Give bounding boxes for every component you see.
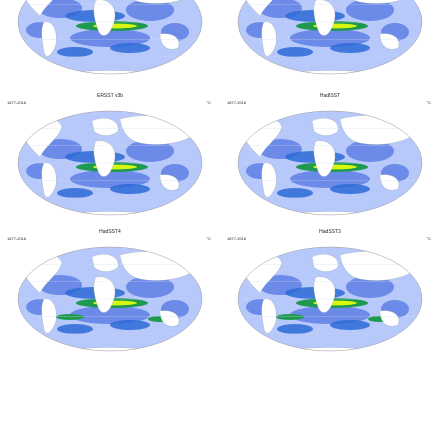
anomaly-region bbox=[290, 306, 370, 324]
map-outline bbox=[17, 246, 203, 352]
landmass bbox=[159, 33, 180, 50]
landmass bbox=[119, 0, 199, 4]
ocean-anomaly-map bbox=[237, 246, 423, 352]
anomaly-region bbox=[330, 184, 370, 194]
landmass bbox=[313, 140, 336, 177]
anomaly-region bbox=[110, 320, 150, 330]
map-content bbox=[18, 247, 202, 351]
panel-title: HadSST3 bbox=[319, 229, 341, 235]
panel-period-label: 1877-2016 bbox=[7, 236, 27, 241]
anomaly-region bbox=[70, 29, 150, 47]
landmass bbox=[259, 70, 401, 74]
anomaly-region bbox=[57, 47, 93, 57]
map-content bbox=[238, 111, 422, 215]
anomaly-region bbox=[290, 170, 370, 188]
anomaly-region bbox=[346, 140, 394, 162]
landmass bbox=[41, 21, 57, 57]
panel-title: HadSST4 bbox=[99, 229, 121, 235]
anomaly-region bbox=[57, 188, 93, 198]
ocean-anomaly-map bbox=[17, 246, 203, 352]
landmass bbox=[41, 162, 57, 198]
anomaly-region bbox=[277, 324, 313, 334]
landmass bbox=[261, 298, 277, 334]
landmass bbox=[159, 174, 180, 191]
anomaly-region bbox=[70, 306, 150, 324]
anomaly-region bbox=[277, 47, 313, 57]
panel-unit-label: °C bbox=[206, 100, 212, 105]
ocean-anomaly-map bbox=[17, 0, 203, 75]
anomaly-region bbox=[126, 140, 174, 162]
anomaly-region bbox=[126, 0, 174, 21]
map-content bbox=[238, 247, 422, 351]
southern-band bbox=[276, 314, 304, 320]
landmass bbox=[379, 310, 400, 327]
panel-title: ERSST v3b bbox=[96, 93, 124, 99]
landmass bbox=[261, 162, 277, 198]
landmass bbox=[379, 33, 400, 50]
panel-period-label: 1877-2016 bbox=[227, 236, 247, 241]
map-content bbox=[238, 0, 422, 74]
anomaly-region bbox=[110, 43, 150, 53]
anomaly-region bbox=[346, 276, 394, 298]
landmass bbox=[18, 0, 63, 17]
landmass bbox=[339, 0, 419, 4]
panel-unit-label: °C bbox=[206, 236, 212, 241]
landmass bbox=[91, 118, 119, 136]
landmass bbox=[311, 254, 339, 272]
anomaly-region bbox=[110, 184, 150, 194]
landmass bbox=[39, 347, 181, 351]
landmass bbox=[159, 310, 180, 327]
landmass bbox=[93, 276, 116, 313]
anomaly-region bbox=[126, 276, 174, 298]
panel-unit-label: °C bbox=[426, 236, 432, 241]
panel-period-label: 1877-2016 bbox=[7, 100, 27, 105]
landmass bbox=[91, 254, 119, 272]
landmass bbox=[39, 70, 181, 74]
landmass bbox=[41, 298, 57, 334]
map-outline bbox=[17, 110, 203, 216]
map-panel-hadsst4: HadSST4 1877-2016 °C bbox=[0, 229, 220, 369]
landmass bbox=[259, 211, 401, 215]
landmass bbox=[313, 0, 336, 36]
landmass bbox=[311, 118, 339, 136]
ocean-anomaly-map bbox=[237, 110, 423, 216]
anomaly-region bbox=[57, 324, 93, 334]
southern-band bbox=[56, 314, 84, 320]
map-content bbox=[18, 0, 202, 74]
anomaly-region bbox=[70, 170, 150, 188]
anomaly-region bbox=[277, 188, 313, 198]
anomaly-region bbox=[346, 0, 394, 21]
map-content bbox=[18, 111, 202, 215]
landmass bbox=[313, 276, 336, 313]
ocean-anomaly-map bbox=[17, 110, 203, 216]
anomaly-region bbox=[330, 320, 370, 330]
ocean-anomaly-map bbox=[237, 0, 423, 75]
panel-title: HadISST bbox=[319, 93, 341, 99]
anomaly-region bbox=[330, 43, 370, 53]
map-outline bbox=[237, 246, 423, 352]
map-panel-1 bbox=[0, 0, 220, 92]
map-panel-hadisst: HadISST 1877-2016 °C bbox=[220, 93, 440, 233]
landmass bbox=[261, 21, 277, 57]
map-panel-hadsst3: HadSST3 1877-2016 °C bbox=[220, 229, 440, 369]
landmass bbox=[238, 0, 283, 17]
landmass bbox=[379, 174, 400, 191]
map-outline bbox=[237, 0, 423, 75]
map-panel-2 bbox=[220, 0, 440, 92]
map-outline bbox=[17, 0, 203, 75]
landmass bbox=[93, 0, 116, 36]
landmass bbox=[39, 211, 181, 215]
landmass bbox=[93, 140, 116, 177]
panel-period-label: 1877-2016 bbox=[227, 100, 247, 105]
map-panel-ersst: ERSST v3b 1877-2016 °C bbox=[0, 93, 220, 233]
anomaly-region bbox=[290, 29, 370, 47]
landmass bbox=[259, 347, 401, 351]
panel-unit-label: °C bbox=[426, 100, 432, 105]
map-outline bbox=[237, 110, 423, 216]
